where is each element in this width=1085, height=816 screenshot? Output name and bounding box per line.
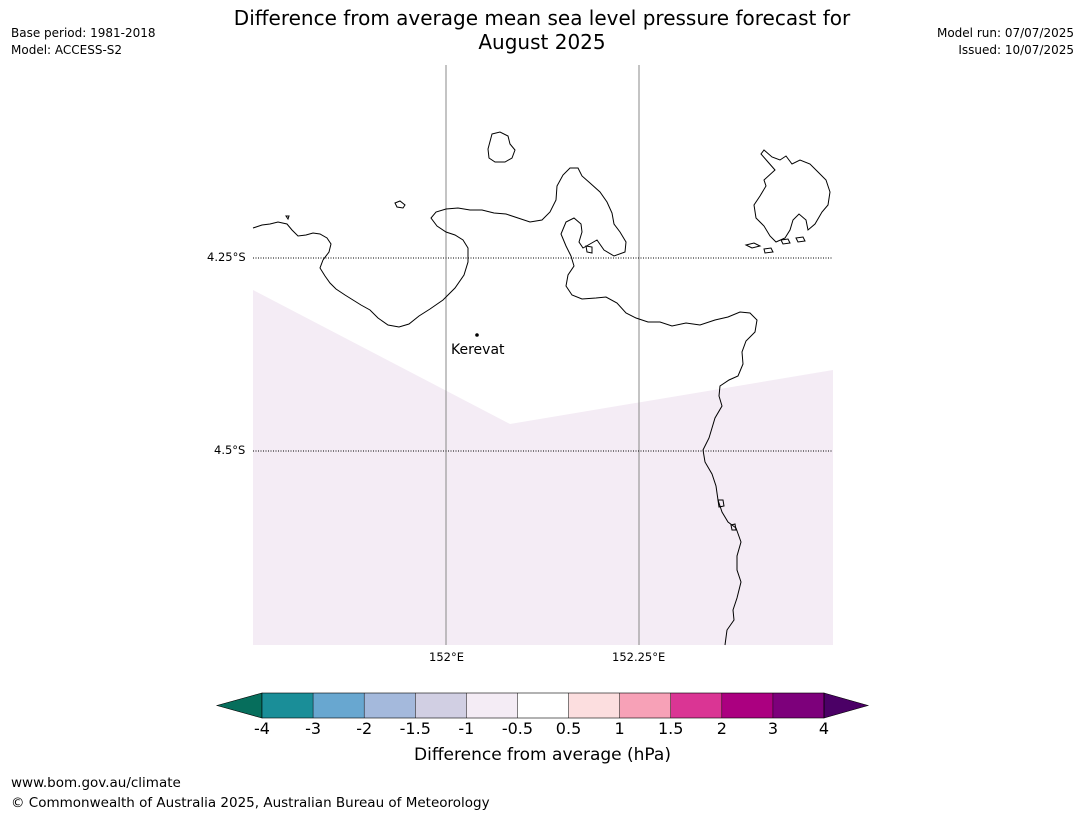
model-run: Model run: 07/07/2025 [936, 26, 1074, 40]
colorbar-tick-label: -3 [305, 719, 322, 738]
colorbar-tick-label: -1.5 [399, 719, 431, 738]
footer-url[interactable]: www.bom.gov.au/climate [11, 775, 181, 791]
place-label-kerevat: Kerevat [451, 342, 505, 358]
colorbar-swatch [772, 693, 824, 718]
title-line-1: Difference from average mean sea level p… [233, 6, 851, 30]
coastline-islet-4 [763, 247, 774, 254]
colorbar-swatch [364, 693, 416, 718]
model-name: Model: ACCESS-S2 [11, 43, 123, 57]
colorbar-swatch [619, 693, 671, 718]
lat-label-4-25: 4.25°S [207, 250, 246, 264]
colorbar-swatch [517, 693, 569, 718]
colorbar-tick-label: -2 [356, 719, 373, 738]
colorbar-swatch [670, 693, 722, 718]
colorbar-swatch [721, 693, 773, 718]
colorbar-tick-label: 0.5 [555, 719, 582, 738]
metadata-left: Base period: 1981-2018 Model: ACCESS-S2 [11, 25, 156, 59]
colorbar-tick-label: 4 [818, 719, 830, 738]
footer-copyright: © Commonwealth of Australia 2025, Austra… [11, 795, 490, 811]
title-line-2: August 2025 [478, 30, 606, 54]
colorbar-label: Difference from average (hPa) [414, 745, 671, 765]
metadata-right: Model run: 07/07/2025 Issued: 10/07/2025 [937, 25, 1074, 59]
colorbar-swatch [313, 693, 365, 718]
colorbar-tick-label: -4 [254, 719, 270, 738]
colorbar-tick-label: 1 [614, 719, 625, 738]
coastline-islet-5 [780, 238, 791, 245]
colorbar-tick-label: -1 [458, 719, 475, 738]
coastline-islet-9 [730, 523, 737, 531]
base-period: Base period: 1981-2018 [11, 26, 156, 40]
map-title: Difference from average mean sea level p… [192, 6, 892, 54]
coastline-islet [394, 200, 406, 209]
coastline-islet-8 [717, 499, 725, 508]
colorbar-swatch [568, 693, 620, 718]
colorbar-swatch [466, 693, 518, 718]
colorbar-tick-label: 1.5 [657, 719, 684, 738]
coastline-islet-6 [795, 236, 806, 243]
colorbar-swatch [262, 693, 314, 718]
lon-label-152: 152°E [429, 650, 464, 664]
issued-date: Issued: 10/07/2025 [958, 43, 1074, 57]
coastline-main [252, 167, 758, 646]
lon-label-152-25: 152.25°E [612, 650, 666, 664]
lat-label-4-5: 4.5°S [214, 443, 246, 457]
coastline-islet-7 [585, 245, 593, 254]
colorbar-under-arrow [215, 692, 263, 719]
coastline-island-north [487, 131, 516, 163]
kerevat-marker [475, 333, 479, 337]
colorbar-tick-label: 2 [716, 719, 727, 738]
anomaly-fill-region [253, 290, 833, 645]
colorbar-tick-label: -0.5 [501, 719, 534, 738]
colorbar-tick-label: 3 [767, 719, 778, 738]
colorbar-swatch [415, 693, 467, 718]
coastlines [252, 131, 831, 646]
colorbar-over-arrow [823, 692, 870, 719]
coastline-islet-3 [744, 242, 762, 249]
coastline-islet-2 [285, 215, 290, 221]
coastline-duke-of-york [753, 149, 831, 243]
colorbar-frame [261, 692, 825, 719]
